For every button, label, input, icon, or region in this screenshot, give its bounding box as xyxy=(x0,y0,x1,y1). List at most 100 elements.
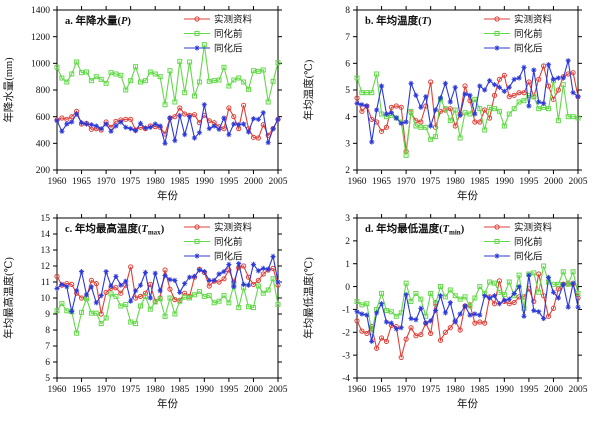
marker-asterisk xyxy=(118,282,124,288)
marker-asterisk xyxy=(211,277,217,283)
marker-square xyxy=(270,78,276,84)
marker-circle xyxy=(383,124,390,130)
marker-asterisk xyxy=(575,94,581,100)
x-tick-label: 2005 xyxy=(269,385,288,395)
marker-square xyxy=(187,295,193,301)
series-asterisk xyxy=(54,253,281,315)
marker-square xyxy=(275,60,281,66)
marker-square xyxy=(418,296,424,302)
panel-background xyxy=(0,208,300,416)
series-square xyxy=(54,42,281,108)
marker-circle xyxy=(494,16,500,22)
y-tick-label: -1 xyxy=(342,306,350,316)
marker-circle xyxy=(432,124,439,130)
marker-asterisk xyxy=(408,80,414,86)
marker-square xyxy=(177,58,183,64)
marker-square xyxy=(192,292,198,298)
marker-square xyxy=(462,110,468,116)
marker-asterisk xyxy=(457,112,463,118)
legend-label: 同化后 xyxy=(514,43,543,55)
marker-square xyxy=(118,72,124,78)
marker-asterisk xyxy=(231,121,237,127)
marker-asterisk xyxy=(216,126,222,132)
marker-circle xyxy=(182,111,188,117)
marker-asterisk xyxy=(398,120,404,126)
marker-circle xyxy=(467,98,473,104)
marker-asterisk xyxy=(93,300,99,306)
marker-circle xyxy=(128,116,134,122)
marker-circle xyxy=(491,301,498,307)
x-tick-label: 1975 xyxy=(421,177,440,187)
marker-asterisk xyxy=(162,140,168,146)
marker-asterisk xyxy=(418,104,424,110)
marker-square xyxy=(501,292,507,298)
marker-asterisk xyxy=(545,274,552,281)
marker-circle xyxy=(413,333,419,339)
marker-asterisk xyxy=(501,88,507,94)
marker-square xyxy=(452,293,458,299)
marker-circle xyxy=(570,70,576,76)
y-tick-label: 2 xyxy=(345,237,350,247)
marker-square xyxy=(187,59,193,65)
marker-square xyxy=(565,281,571,287)
x-tick-label: 1980 xyxy=(146,385,165,395)
marker-circle xyxy=(364,330,370,337)
marker-asterisk xyxy=(467,312,473,318)
marker-asterisk xyxy=(147,124,153,130)
marker-square xyxy=(265,99,271,105)
marker-square xyxy=(403,152,409,158)
marker-square xyxy=(93,74,99,80)
marker-square xyxy=(177,298,183,304)
marker-asterisk xyxy=(575,304,581,310)
marker-square xyxy=(369,90,375,96)
x-tick-label: 1970 xyxy=(97,385,116,395)
y-tick-label: 1 xyxy=(345,260,350,270)
marker-circle xyxy=(221,126,227,132)
marker-asterisk xyxy=(152,121,158,127)
marker-circle xyxy=(491,92,498,98)
marker-circle xyxy=(374,345,380,351)
x-tick-label: 1985 xyxy=(470,177,489,187)
marker-square xyxy=(246,86,252,92)
marker-asterisk xyxy=(211,123,217,129)
marker-asterisk xyxy=(201,102,207,108)
marker-asterisk xyxy=(108,128,114,134)
marker-circle xyxy=(59,115,65,121)
marker-asterisk xyxy=(388,320,394,326)
marker-asterisk xyxy=(260,110,266,116)
panel-background xyxy=(0,0,300,208)
marker-asterisk xyxy=(521,64,527,70)
marker-square xyxy=(494,239,500,244)
marker-square xyxy=(147,306,153,312)
chart-annual-min-temperature: -4 -3 -2 -1 0 1 2 3 1960 1965 1970 1975 1980 1985 1990… xyxy=(300,208,600,416)
marker-asterisk xyxy=(496,84,503,90)
marker-square xyxy=(241,79,247,85)
marker-asterisk xyxy=(226,261,232,267)
marker-circle xyxy=(128,264,134,270)
y-tick-label: 200 xyxy=(36,166,51,176)
marker-circle xyxy=(506,94,512,100)
marker-asterisk xyxy=(506,296,512,302)
marker-circle xyxy=(393,103,399,109)
marker-circle xyxy=(472,320,478,326)
marker-square xyxy=(570,114,576,120)
marker-square xyxy=(433,134,439,140)
marker-square xyxy=(560,269,566,275)
y-tick-label: 11 xyxy=(41,278,50,288)
marker-square xyxy=(113,293,119,299)
marker-circle xyxy=(369,116,375,122)
marker-asterisk xyxy=(113,123,119,129)
marker-circle xyxy=(477,319,483,325)
marker-asterisk xyxy=(167,115,173,121)
marker-asterisk xyxy=(245,129,252,135)
marker-asterisk xyxy=(494,45,500,51)
marker-asterisk xyxy=(98,126,104,132)
marker-square xyxy=(98,76,104,82)
x-axis-label: 年份 xyxy=(157,397,178,410)
marker-asterisk xyxy=(359,102,365,108)
marker-square xyxy=(270,276,276,282)
marker-square xyxy=(428,136,434,142)
marker-asterisk xyxy=(187,114,193,120)
panel-title: b. 年均温度(T) xyxy=(365,14,432,27)
marker-asterisk xyxy=(196,267,203,273)
